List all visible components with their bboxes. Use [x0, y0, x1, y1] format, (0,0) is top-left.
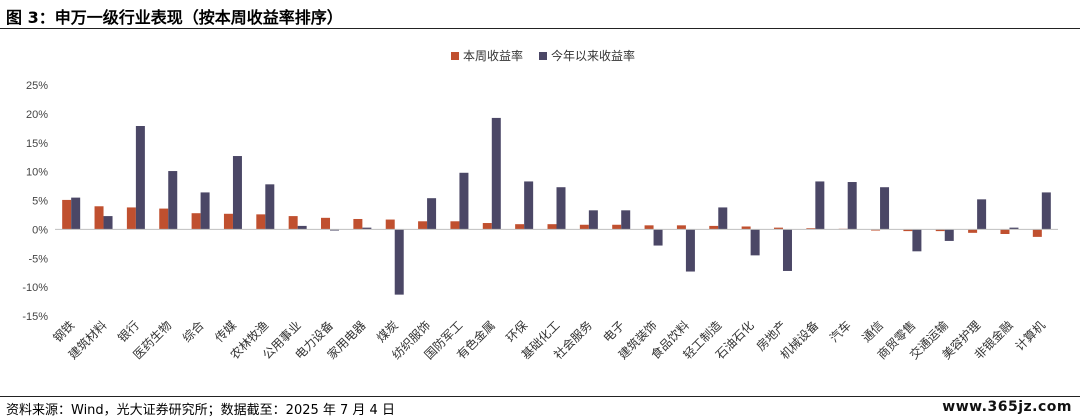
bar-weekly-return: [288, 216, 298, 230]
legend-swatch-ytd: [539, 52, 547, 60]
y-axis: -15% -10% -5% 0% 5% 10% 15% 20% 25%: [22, 80, 48, 323]
bar-ytd-return: [330, 229, 340, 231]
bar-weekly-return: [1000, 229, 1010, 234]
bar-ytd-return: [718, 207, 728, 230]
bar-ytd-return: [912, 229, 922, 252]
bar-ytd-return: [135, 126, 145, 230]
y-tick-label: 5%: [32, 196, 48, 208]
x-category-label: 通信: [859, 318, 886, 345]
bar-weekly-return: [353, 218, 363, 230]
legend-label-ytd: 今年以来收益率: [551, 48, 635, 63]
bar-weekly-return: [741, 226, 751, 230]
bar-weekly-return: [935, 229, 945, 232]
bar-weekly-return: [94, 206, 104, 230]
bar-chart: 本周收益率 今年以来收益率 -15% -10% -5% 0% 5% 10% 15% 20% 25%…: [22, 48, 1058, 363]
bar-weekly-return: [62, 199, 72, 230]
bar-ytd-return: [1041, 192, 1051, 230]
bar-ytd-return: [815, 181, 825, 230]
bar-weekly-return: [223, 213, 233, 230]
x-category-label: 钢铁: [50, 318, 77, 345]
bar-ytd-return: [168, 171, 178, 230]
bar-ytd-return: [847, 182, 857, 230]
bar-ytd-return: [394, 229, 404, 295]
y-tick-label: 10%: [26, 167, 48, 179]
footer-divider: [0, 396, 1080, 397]
y-tick-label: -5%: [28, 253, 48, 265]
bar-weekly-return: [871, 229, 881, 231]
bar-weekly-return: [482, 223, 492, 230]
bar-weekly-return: [709, 225, 719, 230]
bar-weekly-return: [256, 214, 266, 230]
bar-ytd-return: [556, 187, 566, 230]
figure-title: 图 3：申万一级行业表现（按本周收益率排序）: [6, 8, 343, 27]
x-category-label: 综合: [179, 318, 207, 346]
bar-ytd-return: [880, 187, 890, 230]
bar-weekly-return: [612, 224, 622, 230]
bar-weekly-return: [903, 229, 913, 232]
legend-label-weekly: 本周收益率: [463, 48, 523, 63]
bar-ytd-return: [750, 229, 760, 256]
x-category-label: 银行: [115, 318, 142, 345]
y-tick-label: -10%: [22, 282, 48, 294]
bar-weekly-return: [418, 221, 428, 230]
bar-weekly-return: [515, 224, 525, 230]
y-tick-label: 15%: [26, 138, 48, 150]
bar-weekly-return: [385, 219, 395, 230]
bar-ytd-return: [297, 225, 307, 230]
bar-weekly-return: [126, 207, 136, 230]
bar-weekly-return: [321, 217, 331, 230]
bar-ytd-return: [265, 184, 275, 230]
x-category-label: 环保: [503, 318, 530, 345]
chart-legend: 本周收益率 今年以来收益率: [451, 48, 635, 63]
bar-weekly-return: [450, 221, 460, 230]
bar-ytd-return: [653, 229, 663, 246]
bar-weekly-return: [1032, 229, 1042, 237]
bar-weekly-return: [968, 229, 978, 233]
bar-weekly-return: [644, 225, 654, 230]
bar-ytd-return: [459, 172, 469, 230]
bar-weekly-return: [191, 213, 201, 230]
bar-ytd-return: [524, 181, 534, 230]
x-category-label: 计算机: [1012, 318, 1048, 354]
bar-weekly-return: [806, 228, 816, 230]
bar-ytd-return: [427, 198, 437, 230]
x-category-label: 煤炭: [374, 318, 401, 345]
bar-ytd-return: [232, 156, 242, 230]
bar-ytd-return: [1009, 227, 1019, 230]
y-tick-label: 20%: [26, 109, 48, 121]
bar-series: [62, 117, 1051, 295]
bar-weekly-return: [159, 208, 169, 230]
bar-ytd-return: [491, 117, 501, 230]
bar-ytd-return: [103, 216, 113, 230]
bar-ytd-return: [200, 192, 210, 230]
bar-ytd-return: [588, 210, 598, 230]
bar-ytd-return: [782, 229, 792, 271]
x-category-label: 汽车: [826, 318, 854, 346]
source-note: 资料来源：Wind，光大证券研究所；数据截至：2025 年 7 月 4 日: [6, 403, 395, 418]
x-category-label: 电子: [600, 318, 627, 345]
bar-weekly-return: [676, 225, 686, 230]
bar-weekly-return: [773, 227, 783, 230]
bar-weekly-return: [547, 224, 557, 230]
y-tick-label: -15%: [22, 311, 48, 323]
bar-ytd-return: [977, 199, 987, 230]
legend-swatch-weekly: [451, 52, 459, 60]
bar-ytd-return: [71, 197, 81, 230]
bar-ytd-return: [685, 229, 695, 272]
bar-ytd-return: [944, 229, 954, 241]
bar-ytd-return: [621, 210, 631, 230]
x-category-label: 传媒: [211, 318, 239, 346]
bar-ytd-return: [362, 227, 372, 230]
y-tick-label: 25%: [26, 80, 48, 92]
title-divider: [0, 28, 1080, 29]
bar-weekly-return: [579, 224, 589, 230]
y-tick-label: 0%: [32, 224, 48, 236]
watermark: www.365jz.com: [942, 399, 1072, 415]
